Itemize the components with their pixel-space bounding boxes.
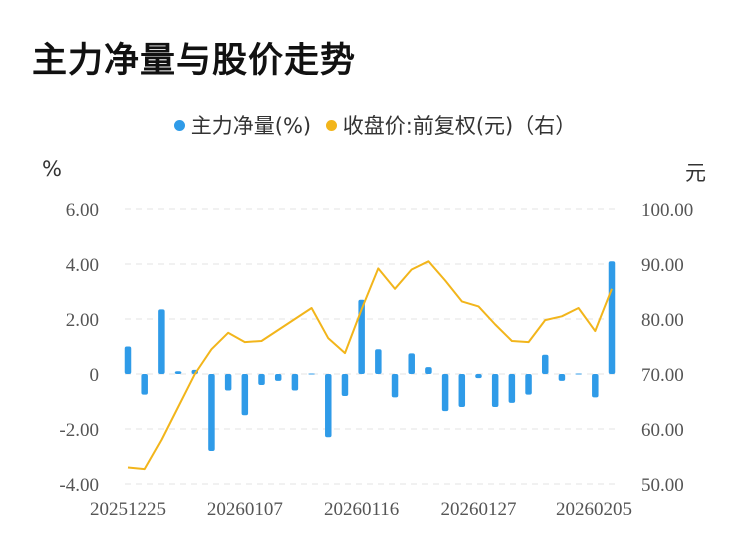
net-volume-bar bbox=[408, 353, 415, 374]
legend-dot-net-volume bbox=[173, 119, 185, 131]
net-volume-bar bbox=[475, 374, 482, 379]
legend-item-close-price[interactable]: 收盘价:前复权(元)（右） bbox=[325, 110, 577, 140]
net-volume-bar bbox=[558, 374, 566, 381]
net-volume-bar bbox=[491, 374, 499, 407]
net-volume-bar bbox=[325, 374, 332, 438]
right-tick-label: 50.00 bbox=[641, 475, 684, 496]
net-volume-bar bbox=[174, 371, 182, 374]
right-axis-unit: 元 bbox=[685, 161, 706, 185]
net-volume-bar bbox=[375, 349, 382, 374]
net-volume-bar bbox=[291, 374, 299, 391]
net-volume-bar bbox=[208, 374, 215, 451]
net-volume-bar bbox=[541, 354, 549, 374]
right-tick-label: 90.00 bbox=[641, 255, 684, 276]
x-tick-label: 20260205 bbox=[556, 499, 632, 520]
net-volume-bar bbox=[158, 309, 165, 374]
left-tick-label: 4.00 bbox=[66, 255, 99, 276]
net-volume-bar bbox=[141, 374, 148, 395]
net-volume-bar bbox=[458, 374, 466, 407]
net-volume-bar bbox=[358, 299, 365, 374]
net-volume-bar bbox=[508, 374, 516, 403]
net-volume-bar bbox=[224, 374, 232, 391]
net-volume-bar bbox=[592, 374, 599, 398]
right-tick-label: 70.00 bbox=[641, 365, 684, 386]
net-volume-bar bbox=[575, 373, 582, 375]
left-axis-unit: % bbox=[42, 157, 62, 181]
left-tick-label: -4.00 bbox=[59, 475, 99, 496]
x-tick-label: 20260116 bbox=[324, 499, 399, 520]
legend-label-net-volume: 主力净量(%) bbox=[190, 114, 312, 138]
x-tick-label: 20251225 bbox=[90, 499, 166, 520]
net-volume-bar bbox=[341, 374, 349, 396]
net-volume-bar bbox=[124, 346, 132, 374]
legend: 主力净量(%) 收盘价:前复权(元)（右） bbox=[0, 110, 750, 140]
net-volume-bar bbox=[525, 374, 532, 395]
net-volume-bar bbox=[258, 374, 265, 385]
legend-item-net-volume[interactable]: 主力净量(%) bbox=[173, 110, 312, 140]
right-tick-label: 80.00 bbox=[641, 310, 684, 331]
chart-title: 主力净量与股价走势 bbox=[32, 41, 357, 81]
x-tick-label: 20260107 bbox=[207, 499, 283, 520]
close-price-line bbox=[127, 260, 613, 471]
net-volume-bar bbox=[441, 374, 449, 412]
net-volume-bar bbox=[308, 373, 315, 375]
net-volume-bar bbox=[274, 374, 282, 381]
left-tick-label: 2.00 bbox=[66, 310, 99, 331]
x-tick-label: 20260127 bbox=[440, 499, 516, 520]
legend-label-close-price: 收盘价:前复权(元)（右） bbox=[342, 114, 577, 138]
net-volume-bar bbox=[241, 374, 249, 416]
left-tick-label: -2.00 bbox=[59, 420, 99, 441]
legend-dot-close-price bbox=[325, 119, 337, 131]
right-tick-label: 100.00 bbox=[641, 200, 693, 221]
net-volume-bar bbox=[608, 261, 616, 374]
net-volume-bar bbox=[391, 374, 399, 398]
left-tick-label: 6.00 bbox=[66, 200, 99, 221]
right-tick-label: 60.00 bbox=[641, 420, 684, 441]
net-volume-bar bbox=[425, 367, 432, 374]
left-tick-label: 0 bbox=[90, 365, 100, 386]
